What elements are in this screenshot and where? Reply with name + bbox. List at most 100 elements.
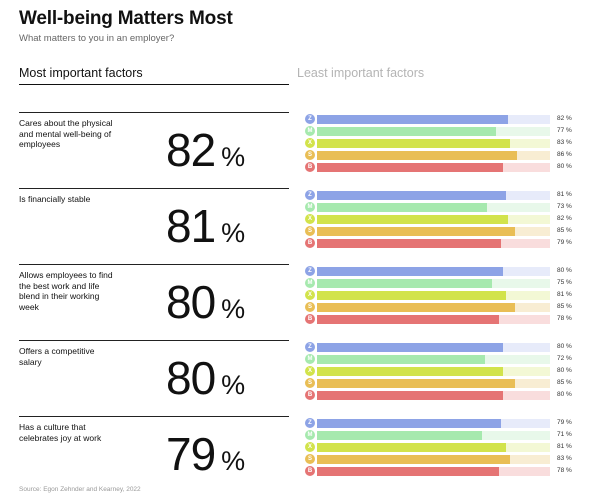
factor-row: Allows employees to find the best work a… (0, 264, 600, 342)
bar-value-label: 75 % (557, 279, 572, 286)
bar-row: M 77 % (305, 126, 595, 136)
bar (317, 419, 502, 428)
bar-track (317, 215, 550, 224)
bar-row: Z 80 % (305, 342, 595, 352)
bar-track (317, 239, 550, 248)
bar-row: X 80 % (305, 366, 595, 376)
bar-value-label: 79 % (557, 419, 572, 426)
bar-value-label: 71 % (557, 431, 572, 438)
bar-value-label: 80 % (557, 163, 572, 170)
bar (317, 239, 502, 248)
bar-track (317, 227, 550, 236)
tab-most-important[interactable]: Most important factors (19, 66, 143, 80)
bar-track (317, 443, 550, 452)
generation-icon: Z (305, 342, 315, 352)
bar-track (317, 467, 550, 476)
generation-icon: Z (305, 114, 315, 124)
generation-bars: Z 82 % M 77 % X 83 % S 86 % B 80 % (305, 114, 595, 174)
bar (317, 163, 504, 172)
bar-track (317, 343, 550, 352)
source-note: Source: Egon Zehnder and Kearney, 2022 (19, 486, 141, 493)
tab-least-important[interactable]: Least important factors (297, 66, 425, 80)
bar (317, 315, 499, 324)
bar-track (317, 267, 550, 276)
generation-icon: Z (305, 190, 315, 200)
generation-icon: B (305, 390, 315, 400)
generation-icon: X (305, 442, 315, 452)
overall-percentage: 82% (166, 120, 245, 180)
bar-track (317, 279, 550, 288)
percent-sign: % (221, 142, 246, 172)
bar-row: B 79 % (305, 238, 595, 248)
bar-value-label: 85 % (557, 303, 572, 310)
factor-row: Offers a competitive salary 80% Z 80 % M 72 %… (0, 340, 600, 418)
bar-row: Z 82 % (305, 114, 595, 124)
bar (317, 139, 511, 148)
generation-icon: M (305, 430, 315, 440)
generation-icon: M (305, 354, 315, 364)
bar-value-label: 82 % (557, 215, 572, 222)
bar (317, 191, 506, 200)
generation-icon: S (305, 454, 315, 464)
bar-value-label: 72 % (557, 355, 572, 362)
row-divider (19, 340, 289, 341)
generation-icon: M (305, 202, 315, 212)
bar-track (317, 203, 550, 212)
bar (317, 279, 492, 288)
bar (317, 227, 516, 236)
bar-track (317, 431, 550, 440)
bar-value-label: 81 % (557, 443, 572, 450)
bar (317, 467, 499, 476)
bar (317, 355, 485, 364)
bar-track (317, 419, 550, 428)
bar-row: S 85 % (305, 378, 595, 388)
generation-icon: X (305, 366, 315, 376)
bar (317, 203, 488, 212)
generation-icon: X (305, 138, 315, 148)
bar-row: Z 80 % (305, 266, 595, 276)
bar-value-label: 83 % (557, 139, 572, 146)
generation-icon: M (305, 126, 315, 136)
bar (317, 443, 506, 452)
percent-sign: % (221, 294, 246, 324)
row-divider (19, 264, 289, 265)
bar-track (317, 367, 550, 376)
bar (317, 391, 504, 400)
bar-value-label: 85 % (557, 227, 572, 234)
overall-value: 79 (166, 428, 216, 480)
generation-icon: X (305, 290, 315, 300)
bar-track (317, 355, 550, 364)
bar-row: X 81 % (305, 442, 595, 452)
bar-row: X 83 % (305, 138, 595, 148)
generation-icon: S (305, 150, 315, 160)
bar-row: M 75 % (305, 278, 595, 288)
generation-icon: M (305, 278, 315, 288)
bar (317, 291, 506, 300)
bar-track (317, 115, 550, 124)
bar (317, 431, 483, 440)
bar-row: M 73 % (305, 202, 595, 212)
bar-value-label: 86 % (557, 151, 572, 158)
bar (317, 115, 509, 124)
factor-label: Allows employees to find the best work a… (19, 270, 113, 312)
factor-row: Cares about the physical and mental well… (0, 112, 600, 190)
bar-row: B 78 % (305, 314, 595, 324)
bar-row: B 78 % (305, 466, 595, 476)
bar-row: S 85 % (305, 302, 595, 312)
bar-track (317, 303, 550, 312)
bar-track (317, 139, 550, 148)
bar-value-label: 79 % (557, 239, 572, 246)
bar-value-label: 78 % (557, 467, 572, 474)
bar-track (317, 191, 550, 200)
bar-row: B 80 % (305, 162, 595, 172)
bar (317, 343, 504, 352)
factor-row: Has a culture that celebrates joy at wor… (0, 416, 600, 494)
active-tab-underline (19, 84, 289, 85)
bar-track (317, 391, 550, 400)
bar-track (317, 455, 550, 464)
bar-value-label: 83 % (557, 455, 572, 462)
bar (317, 151, 518, 160)
overall-value: 80 (166, 276, 216, 328)
overall-percentage: 79% (166, 424, 245, 484)
generation-bars: Z 81 % M 73 % X 82 % S 85 % B 79 % (305, 190, 595, 250)
